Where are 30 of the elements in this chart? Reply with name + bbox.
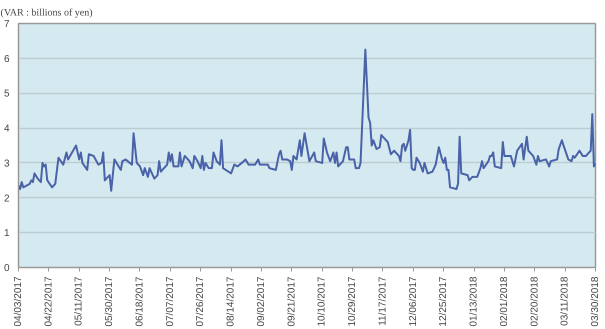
- x-tick-label: 08/14/2017: [226, 276, 237, 327]
- y-tick-label: 2: [4, 193, 10, 204]
- x-tick-label: 07/26/2017: [195, 276, 206, 327]
- line-series: [18, 48, 596, 192]
- y-tick-label: 1: [4, 228, 10, 240]
- x-tick-label: 10/29/2017: [347, 276, 358, 327]
- x-tick-label: 10/10/2017: [316, 276, 328, 327]
- y-tick-label: 5: [4, 88, 10, 100]
- x-tick-label: 04/22/2017: [43, 276, 54, 327]
- x-tick-label: 07/07/2017: [164, 276, 176, 327]
- y-axis-title: (VAR : billions of yen): [0, 8, 93, 18]
- x-tick-label: 12/25/2017: [438, 276, 450, 327]
- x-tick-label: 06/18/2017: [134, 276, 146, 327]
- x-tick-label: 03/11/2018: [560, 276, 571, 326]
- x-tick-label: 09/21/2017: [286, 276, 298, 327]
- y-tick-label: 3: [4, 158, 10, 170]
- x-tick-label: 09/02/2017: [256, 276, 267, 327]
- x-tick-label: 02/20/2018: [529, 276, 540, 327]
- x-tick-label: 11/17/2017: [377, 276, 388, 326]
- x-tick-label: 04/03/2017: [13, 276, 24, 327]
- y-tick-label: 6: [4, 54, 10, 65]
- x-tick-label: 05/30/2017: [104, 276, 116, 327]
- x-tick-label: 03/30/2018: [590, 276, 601, 327]
- y-tick-label: 0: [4, 263, 10, 274]
- y-tick-label: 7: [4, 19, 10, 30]
- x-tick-label: 02/01/2018: [498, 276, 510, 327]
- x-tick-label: 12/06/2017: [408, 276, 419, 327]
- y-tick-label: 4: [4, 124, 10, 135]
- x-tick-label: 05/11/2017: [74, 276, 85, 326]
- x-tick-label: 01/13/2018: [468, 276, 480, 327]
